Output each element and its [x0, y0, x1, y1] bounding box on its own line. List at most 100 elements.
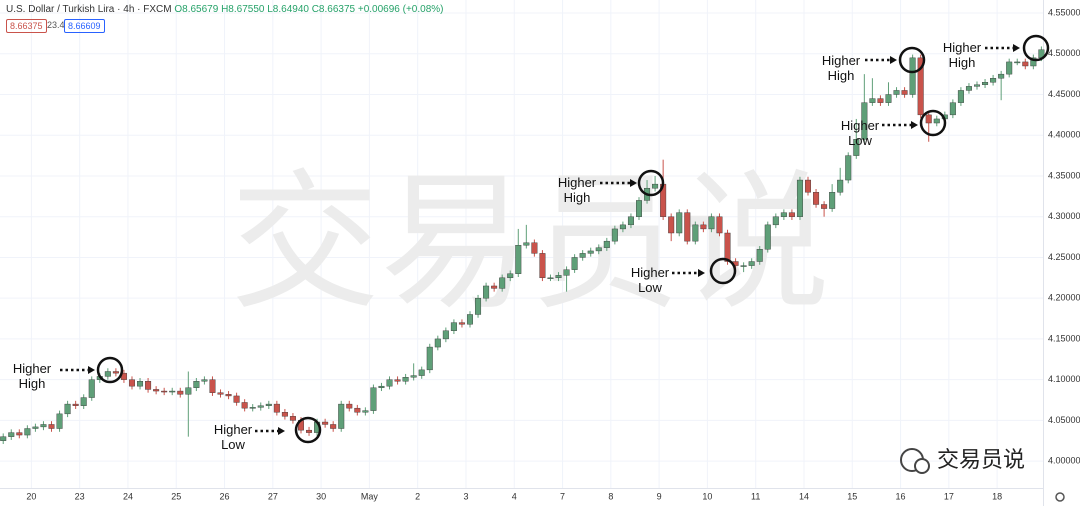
candle-body [64, 403, 71, 415]
y-tick-label: 4.55000 [1048, 7, 1080, 17]
candle-body [128, 379, 135, 387]
x-tick-label: 24 [123, 491, 133, 501]
candle-body [8, 432, 15, 437]
x-tick-label: 11 [751, 491, 760, 501]
candle-body [434, 338, 441, 348]
candle-body [193, 381, 200, 388]
annotation-arrowhead [911, 121, 918, 129]
candle-body [1030, 57, 1037, 67]
y-tick-label: 4.40000 [1048, 130, 1080, 140]
candle-body [1014, 61, 1021, 64]
annotation-arrowhead [278, 427, 285, 435]
candle-body [700, 224, 707, 230]
annotation-circle [294, 416, 322, 444]
candle-body [764, 224, 771, 250]
x-tick-label: 4 [512, 491, 517, 501]
x-tick-label: 17 [944, 491, 954, 501]
logo: 交易员说 [900, 447, 1025, 474]
candle-body [563, 269, 570, 276]
candle-body [627, 216, 634, 226]
candle-body [145, 381, 152, 390]
annotation-label: Higher High [821, 53, 861, 83]
candle-body [112, 371, 119, 374]
candle-body [40, 424, 47, 428]
candle-body [475, 297, 482, 315]
buy-badge[interactable]: 8.66609 [64, 19, 105, 33]
candle-body [72, 403, 79, 406]
candle-body [909, 57, 916, 95]
candle-body [893, 90, 900, 95]
candle-body [402, 377, 409, 382]
candle-body [579, 253, 586, 258]
candle-body [225, 394, 232, 397]
x-tick-label: 18 [992, 491, 1002, 501]
candle-body [780, 212, 787, 217]
candle-body [877, 98, 884, 103]
candle-body [265, 403, 272, 406]
candle-body [740, 265, 747, 267]
candle-body [933, 118, 940, 124]
candle-body [241, 402, 248, 409]
x-tick-label: 9 [657, 491, 662, 501]
annotation-circle [919, 109, 947, 137]
annotation-label: Higher High [12, 361, 52, 391]
candle-body [587, 250, 594, 254]
candle-body [668, 216, 675, 234]
ohlc: O8.65679 H8.67550 L8.64940 C8.66375 +0.0… [174, 4, 444, 15]
candle-body [394, 379, 401, 382]
candle-body [177, 390, 184, 395]
settings-icon[interactable] [1055, 492, 1065, 502]
candle-body [531, 242, 538, 254]
sell-badge[interactable]: 8.66375 [6, 19, 47, 33]
x-tick-label: 23 [75, 491, 85, 501]
candle-body [805, 179, 812, 193]
candle-body [708, 216, 715, 230]
candle-body [885, 94, 892, 103]
candle-body [837, 179, 844, 193]
candle-body [80, 397, 87, 406]
candle-body [217, 392, 224, 395]
candle-body [0, 436, 7, 441]
candle-body [974, 84, 981, 87]
spread-badge: 23.4 [47, 20, 65, 30]
y-tick-label: 4.45000 [1048, 89, 1080, 99]
candle-body [450, 322, 457, 331]
y-tick-label: 4.10000 [1048, 374, 1080, 384]
candle-body [466, 314, 473, 325]
candle-body [796, 179, 803, 217]
annotation-label: Higher High [557, 175, 597, 205]
candle-body [249, 407, 256, 409]
candle-body [998, 73, 1005, 79]
annotation-label: Higher Low [840, 118, 880, 148]
candle-body [869, 98, 876, 103]
candle-body [676, 212, 683, 234]
y-tick-label: 4.30000 [1048, 211, 1080, 221]
candle-body [201, 379, 208, 382]
candle-body [338, 403, 345, 429]
candle-body [716, 216, 723, 234]
candle-body [322, 421, 329, 425]
y-tick-label: 4.35000 [1048, 170, 1080, 180]
candle-body [56, 413, 63, 429]
candle-body [257, 405, 264, 408]
candle-body [957, 90, 964, 103]
y-tick-label: 4.20000 [1048, 293, 1080, 303]
candle-body [24, 428, 31, 436]
candle-body [853, 139, 860, 156]
candle-body [233, 395, 240, 403]
candle-body [491, 285, 498, 289]
candle-body [410, 375, 417, 378]
candle-body [273, 403, 280, 413]
candle-body [185, 387, 192, 395]
candle-body [788, 212, 795, 217]
candle-body [378, 385, 385, 388]
candle-body [652, 183, 659, 189]
candle-body [330, 424, 337, 429]
candle-body [386, 379, 393, 387]
y-tick-label: 4.05000 [1048, 415, 1080, 425]
annotation-circle [709, 257, 737, 285]
annotation-label: Higher Low [213, 422, 253, 452]
candle-body [965, 86, 972, 91]
candle-body [756, 249, 763, 262]
